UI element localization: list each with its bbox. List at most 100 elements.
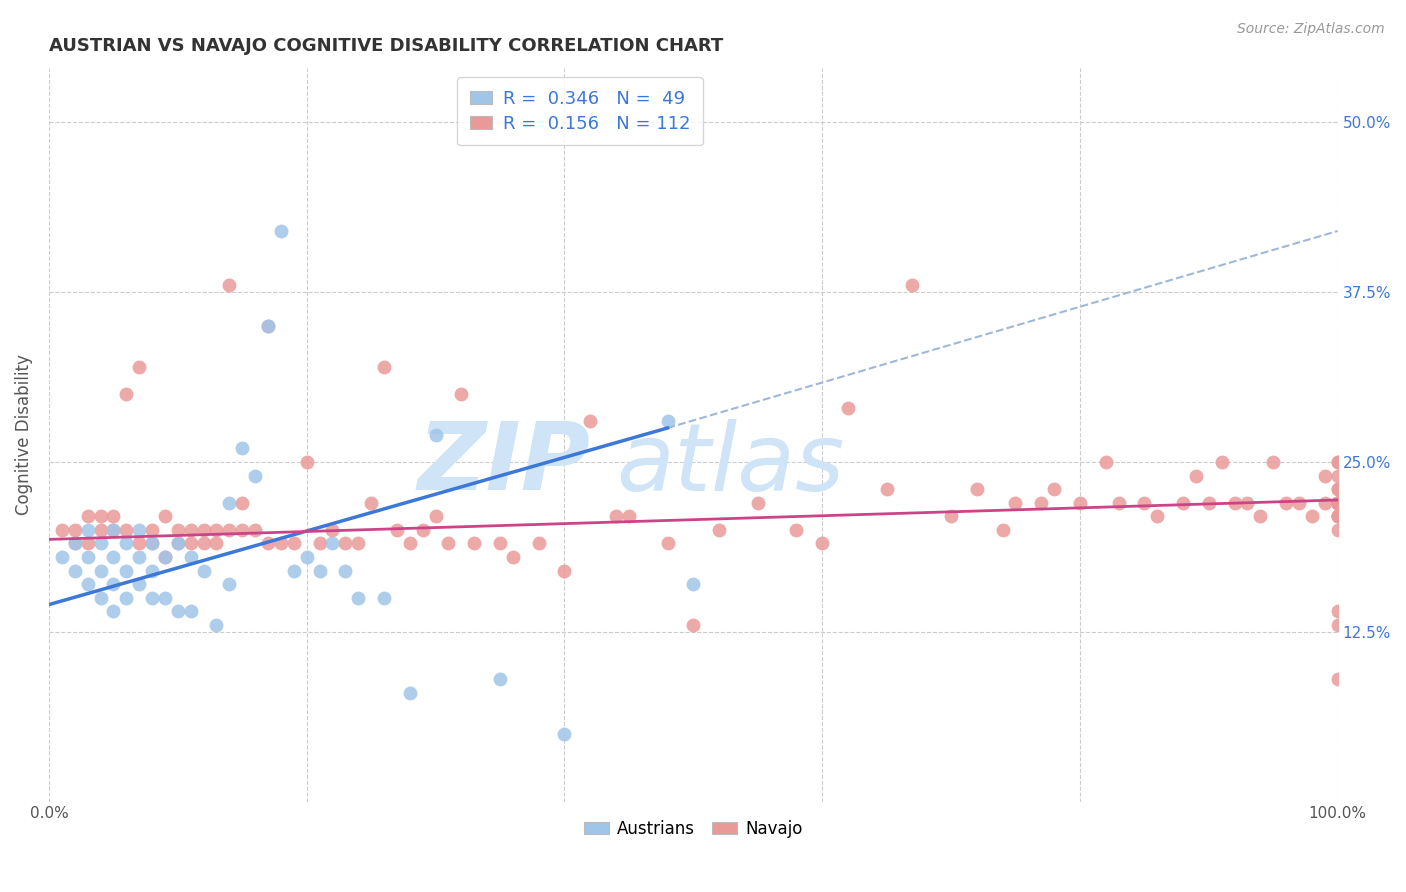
Point	[1326, 509, 1348, 524]
Point	[1326, 482, 1348, 496]
Point	[425, 509, 447, 524]
Point	[939, 509, 962, 524]
Point	[489, 673, 512, 687]
Point	[166, 523, 188, 537]
Text: atlas: atlas	[616, 418, 844, 509]
Point	[89, 536, 111, 550]
Point	[115, 536, 138, 550]
Point	[103, 509, 125, 524]
Point	[257, 319, 280, 334]
Point	[1146, 509, 1168, 524]
Point	[51, 549, 73, 564]
Point	[1326, 496, 1348, 510]
Point	[360, 496, 382, 510]
Point	[1094, 455, 1116, 469]
Point	[231, 442, 253, 456]
Point	[308, 536, 330, 550]
Point	[1326, 455, 1348, 469]
Point	[617, 509, 640, 524]
Point	[153, 591, 176, 605]
Point	[335, 536, 357, 550]
Point	[1185, 468, 1208, 483]
Point	[1326, 496, 1348, 510]
Point	[398, 686, 420, 700]
Point	[205, 523, 228, 537]
Point	[218, 577, 240, 591]
Point	[231, 496, 253, 510]
Text: AUSTRIAN VS NAVAJO COGNITIVE DISABILITY CORRELATION CHART: AUSTRIAN VS NAVAJO COGNITIVE DISABILITY …	[49, 37, 723, 55]
Point	[321, 536, 343, 550]
Point	[76, 509, 98, 524]
Point	[385, 523, 408, 537]
Point	[1326, 496, 1348, 510]
Point	[1326, 618, 1348, 632]
Point	[270, 536, 292, 550]
Point	[295, 455, 318, 469]
Point	[153, 549, 176, 564]
Point	[141, 536, 163, 550]
Point	[115, 564, 138, 578]
Point	[450, 387, 472, 401]
Point	[76, 523, 98, 537]
Point	[257, 319, 280, 334]
Point	[180, 549, 202, 564]
Point	[1326, 673, 1348, 687]
Point	[89, 523, 111, 537]
Point	[707, 523, 730, 537]
Point	[605, 509, 627, 524]
Point	[193, 536, 215, 550]
Point	[527, 536, 550, 550]
Point	[1223, 496, 1246, 510]
Point	[128, 549, 150, 564]
Point	[1171, 496, 1194, 510]
Point	[63, 536, 86, 550]
Point	[141, 536, 163, 550]
Point	[1198, 496, 1220, 510]
Point	[89, 509, 111, 524]
Point	[180, 536, 202, 550]
Point	[1326, 482, 1348, 496]
Point	[1108, 496, 1130, 510]
Point	[1236, 496, 1258, 510]
Point	[180, 604, 202, 618]
Point	[1326, 496, 1348, 510]
Point	[437, 536, 460, 550]
Point	[1249, 509, 1271, 524]
Point	[1326, 496, 1348, 510]
Point	[128, 359, 150, 374]
Point	[1326, 496, 1348, 510]
Point	[837, 401, 859, 415]
Point	[103, 549, 125, 564]
Point	[193, 564, 215, 578]
Point	[1326, 509, 1348, 524]
Point	[373, 591, 395, 605]
Point	[657, 536, 679, 550]
Point	[502, 549, 524, 564]
Point	[1326, 496, 1348, 510]
Point	[489, 536, 512, 550]
Point	[1326, 496, 1348, 510]
Point	[1326, 496, 1348, 510]
Point	[553, 726, 575, 740]
Point	[811, 536, 834, 550]
Point	[1326, 604, 1348, 618]
Point	[63, 523, 86, 537]
Point	[153, 549, 176, 564]
Point	[1326, 509, 1348, 524]
Point	[1326, 496, 1348, 510]
Point	[205, 618, 228, 632]
Point	[463, 536, 485, 550]
Point	[89, 564, 111, 578]
Point	[115, 591, 138, 605]
Point	[257, 536, 280, 550]
Point	[205, 536, 228, 550]
Point	[1275, 496, 1298, 510]
Point	[1326, 496, 1348, 510]
Point	[321, 523, 343, 537]
Point	[63, 536, 86, 550]
Point	[347, 536, 370, 550]
Point	[308, 564, 330, 578]
Point	[901, 278, 924, 293]
Point	[1031, 496, 1053, 510]
Point	[553, 564, 575, 578]
